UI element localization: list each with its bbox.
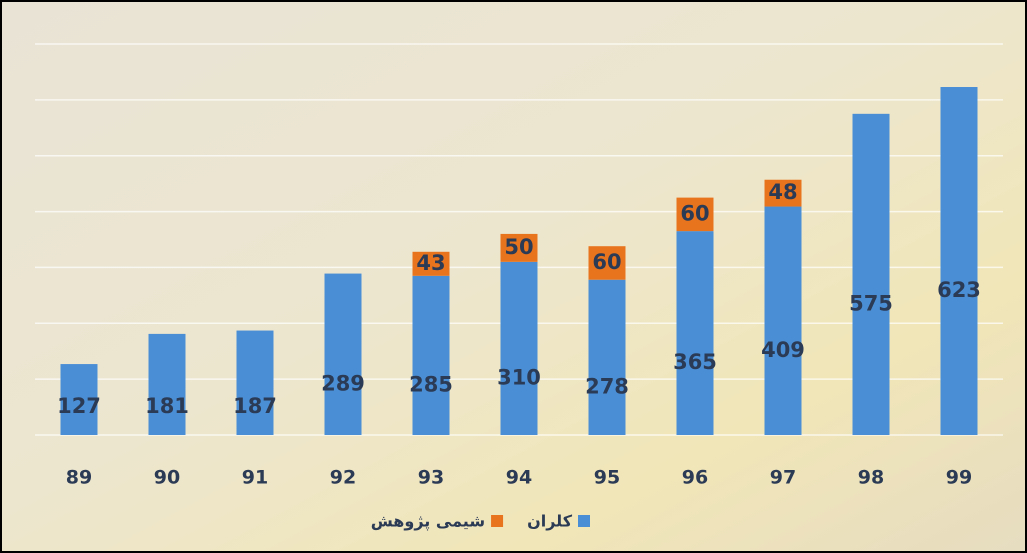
data-label: 50: [504, 235, 533, 259]
x-tick-label: 95: [594, 467, 620, 489]
bar-segment: [413, 276, 450, 435]
x-tick-label: 92: [330, 467, 356, 489]
bar-segment: [501, 262, 538, 435]
x-tick-label: 98: [858, 467, 884, 489]
bar-segment: [589, 280, 626, 435]
bar-segment: [941, 87, 978, 435]
legend-swatch: [491, 515, 503, 527]
data-label: 127: [57, 394, 101, 418]
x-tick-label: 99: [946, 467, 972, 489]
data-label: 60: [680, 201, 709, 225]
data-label: 181: [145, 394, 189, 418]
data-label: 575: [849, 291, 893, 315]
bar-segment: [325, 274, 362, 435]
bar-segment: [677, 231, 714, 435]
data-label: 60: [592, 250, 621, 274]
data-label: 187: [233, 394, 277, 418]
bar-segment: [765, 207, 802, 435]
data-label: 285: [409, 372, 453, 396]
legend-swatch: [578, 515, 590, 527]
bar-segment: [149, 334, 186, 435]
x-tick-label: 96: [682, 467, 708, 489]
x-tick-label: 91: [242, 467, 268, 489]
x-tick-label: 89: [66, 467, 92, 489]
data-label: 43: [416, 251, 445, 275]
bar-segment: [853, 114, 890, 435]
x-tick-label: 94: [506, 467, 532, 489]
data-label: 48: [768, 180, 797, 204]
chart: 89 127 90 181 91 187 92 289 93 285 43 94 310 50 95 278 6…: [0, 0, 1027, 553]
data-label: 365: [673, 350, 717, 374]
legend-label: شیمی پژوهش: [371, 512, 485, 532]
legend-label: کلران: [527, 512, 573, 531]
data-label: 623: [937, 278, 981, 302]
x-tick-label: 93: [418, 467, 444, 489]
x-tick-label: 90: [154, 467, 180, 489]
x-tick-label: 97: [770, 467, 796, 489]
data-label: 409: [761, 338, 805, 362]
data-label: 310: [497, 365, 541, 389]
data-label: 278: [585, 374, 629, 398]
bar-segment: [237, 331, 274, 435]
data-label: 289: [321, 371, 365, 395]
